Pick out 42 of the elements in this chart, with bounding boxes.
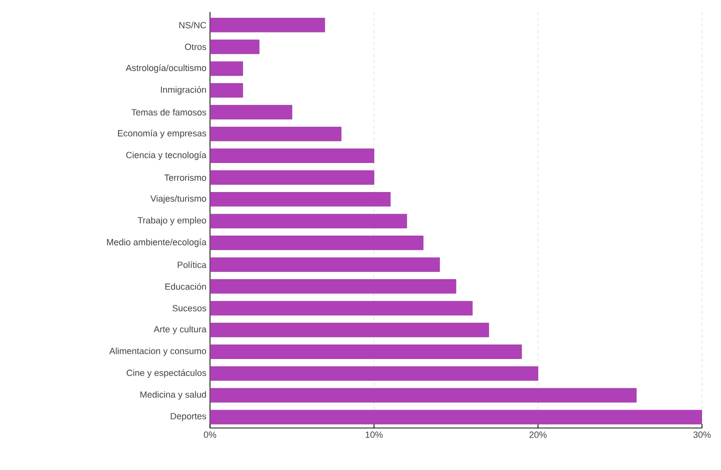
bar bbox=[210, 83, 244, 98]
bar bbox=[210, 236, 424, 250]
y-tick-label: Trabajo y empleo bbox=[138, 216, 206, 226]
y-tick-label: Inmigración bbox=[160, 86, 206, 95]
y-tick-label: Sucesos bbox=[172, 305, 206, 312]
y-tick-label: Ciencia y tecnología bbox=[126, 152, 206, 160]
bar bbox=[210, 214, 408, 228]
y-tick-label: Cine y espectáculos bbox=[126, 369, 206, 378]
bar bbox=[210, 40, 260, 54]
y-tick-label: Educación bbox=[165, 283, 206, 290]
y-tick-label: Arte y cultura bbox=[154, 326, 206, 334]
bar bbox=[210, 344, 522, 359]
bar bbox=[210, 148, 374, 163]
bar bbox=[210, 257, 440, 272]
bar bbox=[210, 410, 702, 424]
y-tick-label: Otros bbox=[184, 44, 206, 50]
y-tick-label: Deportes bbox=[170, 413, 206, 422]
bar bbox=[210, 18, 326, 32]
bar bbox=[210, 104, 292, 120]
bar bbox=[210, 322, 490, 338]
bar bbox=[210, 366, 538, 381]
x-tick-label: 10% bbox=[366, 432, 383, 438]
y-tick-label: Medicina y salud bbox=[140, 391, 206, 400]
y-tick-label: Astrología/ocultismo bbox=[126, 64, 206, 73]
y-tick-label: Alimentacion y consumo bbox=[109, 348, 206, 356]
y-tick-label: NS/NC bbox=[179, 22, 206, 28]
x-tick-label: 0% bbox=[204, 432, 216, 438]
bar bbox=[210, 301, 473, 316]
y-tick-label: Temas de famosos bbox=[131, 108, 206, 116]
y-tick-label: Terrorismo bbox=[164, 174, 206, 181]
bar bbox=[210, 170, 374, 185]
bar bbox=[210, 126, 342, 142]
x-tick-label: 20% bbox=[529, 432, 547, 438]
y-tick-label: Política bbox=[178, 261, 206, 268]
bar bbox=[210, 192, 391, 206]
y-tick-label: Viajes/turismo bbox=[150, 195, 206, 204]
y-tick-label: Medio ambiente/ecología bbox=[107, 238, 206, 248]
bar bbox=[210, 279, 456, 294]
bar bbox=[210, 388, 637, 403]
x-tick-label: 30% bbox=[693, 432, 711, 438]
y-tick-label: Economía y empresas bbox=[118, 130, 206, 138]
bar bbox=[210, 61, 244, 76]
